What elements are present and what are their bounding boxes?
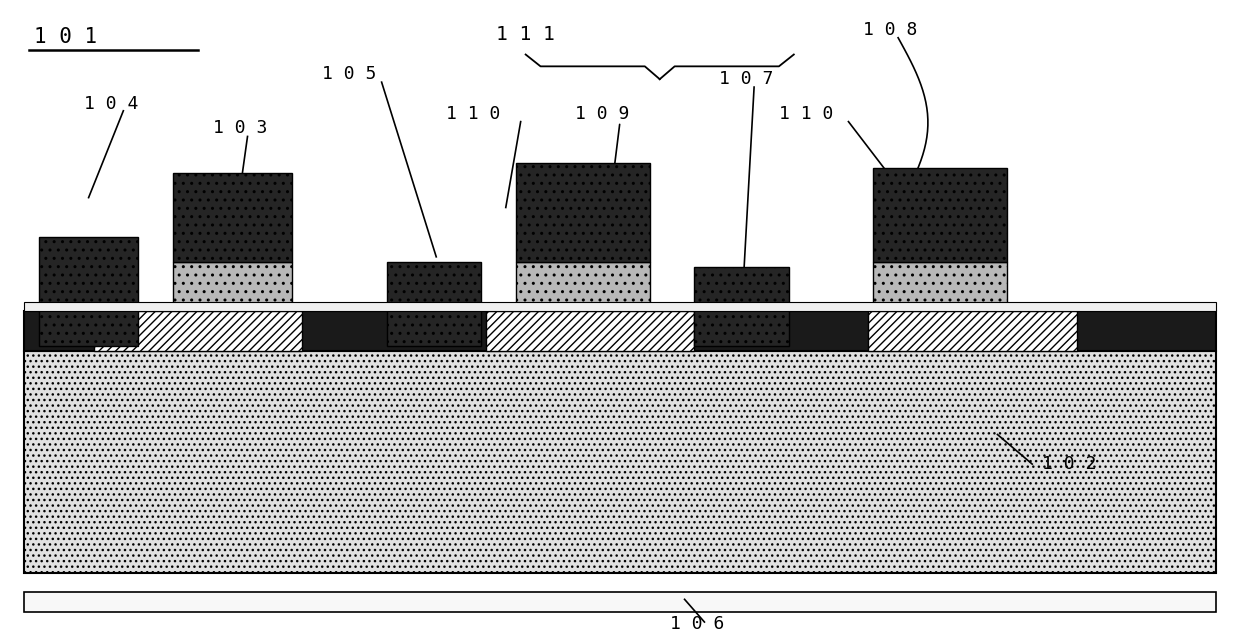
Text: 1 0 1: 1 0 1 — [33, 27, 97, 47]
Bar — [24, 592, 1216, 612]
Bar — [873, 168, 1007, 262]
Text: 1 0 7: 1 0 7 — [719, 70, 774, 88]
Bar — [387, 262, 481, 345]
Bar — [873, 262, 1007, 306]
Bar — [24, 351, 1216, 572]
Bar — [174, 262, 293, 306]
Bar — [24, 311, 1216, 351]
Bar — [516, 163, 650, 262]
Text: 1 0 4: 1 0 4 — [83, 95, 138, 113]
Bar — [694, 267, 789, 345]
Text: 1 0 6: 1 0 6 — [670, 615, 724, 633]
Bar — [38, 237, 138, 345]
Bar — [24, 303, 1216, 311]
Text: 1 1 0: 1 1 0 — [779, 104, 833, 122]
Text: 1 0 9: 1 0 9 — [575, 104, 630, 122]
Text: 1 1 1: 1 1 1 — [496, 25, 554, 44]
Bar — [486, 311, 694, 351]
Bar — [516, 262, 650, 306]
Bar — [174, 173, 293, 262]
Text: 1 0 3: 1 0 3 — [213, 119, 267, 137]
Text: 1 0 2: 1 0 2 — [1042, 455, 1096, 473]
Text: 1 1 0: 1 1 0 — [446, 104, 501, 122]
Text: 1 0 5: 1 0 5 — [322, 65, 377, 83]
Bar — [93, 311, 303, 351]
Text: 1 0 8: 1 0 8 — [863, 21, 918, 38]
Bar — [868, 311, 1076, 351]
